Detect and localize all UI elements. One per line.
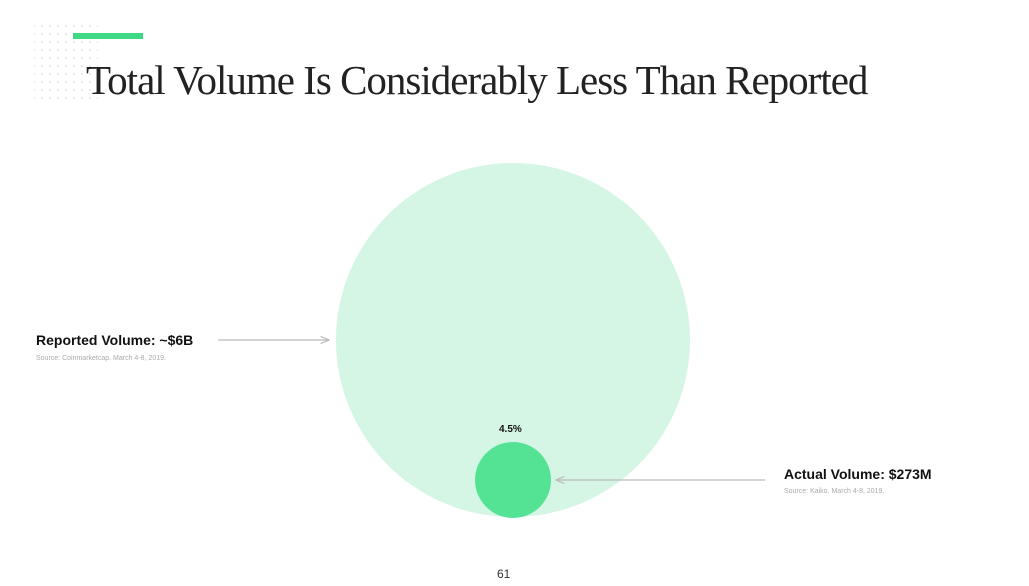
reported-circle xyxy=(336,163,690,517)
accent-bar xyxy=(73,33,143,39)
actual-circle xyxy=(475,442,551,518)
callout-label: Reported Volume: ~$6B xyxy=(36,332,194,348)
share-label: 4.5% xyxy=(499,424,522,435)
callout-source: Source: Kaiko. March 4-8, 2019. xyxy=(784,488,885,495)
page-number: 61 xyxy=(497,567,511,581)
callout-label: Actual Volume: $273M xyxy=(784,466,932,482)
title: Total Volume Is Considerably Less Than R… xyxy=(86,57,868,103)
callout-source: Source: Coinmarketcap. March 4-8, 2019. xyxy=(36,355,166,362)
